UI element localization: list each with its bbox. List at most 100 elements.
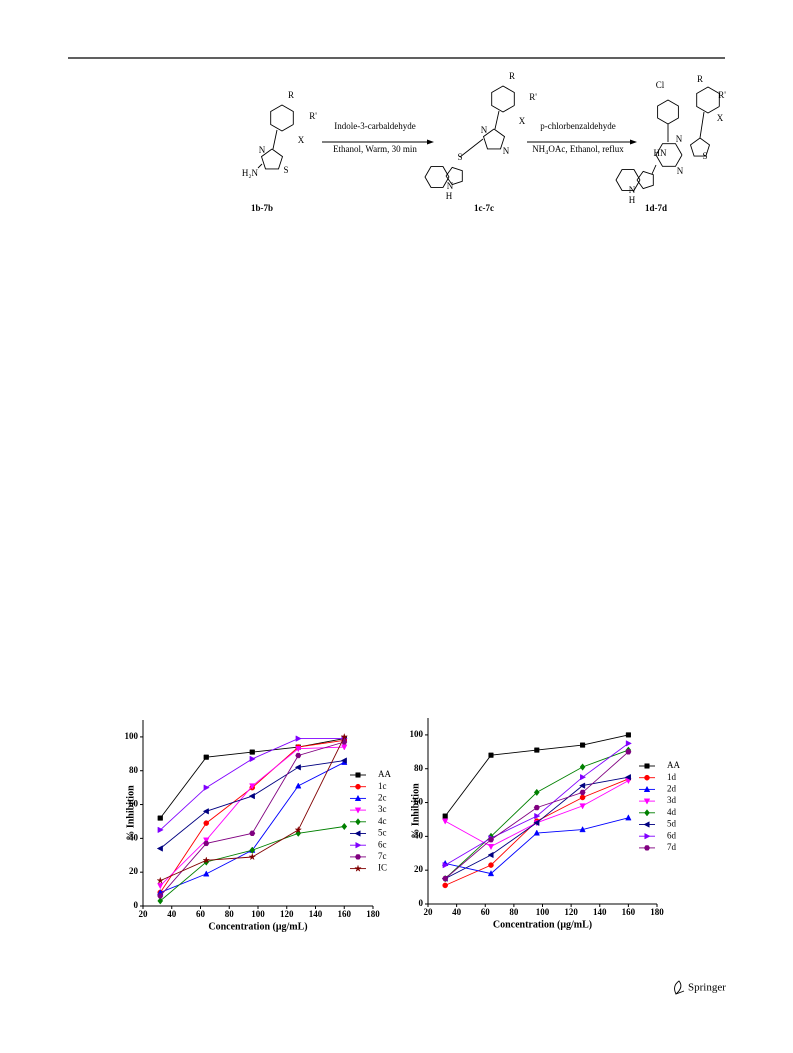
- marker: [249, 783, 256, 790]
- marker: [157, 897, 164, 905]
- x-tick-label: 120: [280, 909, 294, 919]
- series-line: [160, 826, 345, 902]
- y-tick-label: 20: [414, 864, 424, 874]
- legend-label: 4c: [378, 816, 387, 826]
- compound-label: 1c-7c: [474, 203, 494, 213]
- bond: [696, 86, 720, 114]
- bond: [272, 129, 278, 150]
- bond: [424, 166, 450, 188]
- atom-label: S: [457, 152, 462, 162]
- bond: [482, 128, 506, 150]
- series-line: [159, 741, 345, 897]
- marker: [579, 789, 586, 796]
- legend-marker: [644, 832, 651, 840]
- legend-label: 3d: [667, 795, 677, 805]
- marker: [579, 763, 586, 771]
- marker: [156, 845, 163, 852]
- x-tick-label: 40: [167, 909, 177, 919]
- marker: [442, 882, 448, 889]
- atom-label: R: [288, 90, 294, 100]
- bond: [636, 170, 654, 190]
- legend-marker: [354, 864, 362, 872]
- legend-marker: [644, 809, 650, 817]
- bond: [494, 110, 500, 130]
- atom-label: R': [309, 111, 317, 121]
- marker: [442, 875, 449, 882]
- marker: [203, 820, 210, 826]
- marker: [579, 794, 586, 801]
- marker: [203, 870, 210, 877]
- legend-marker: [644, 774, 650, 781]
- atom-label: S: [283, 165, 288, 175]
- reagent: Indole-3-carbaldehyde: [334, 121, 415, 131]
- legend-label: 6d: [667, 830, 677, 840]
- marker: [579, 803, 586, 810]
- y-tick-label: 100: [410, 729, 424, 739]
- marker: [534, 747, 540, 753]
- atom-label: X: [717, 113, 724, 123]
- legend-label: 4d: [667, 807, 677, 817]
- marker: [340, 732, 349, 741]
- x-tick-label: 80: [509, 907, 519, 917]
- legend-label: 7d: [667, 842, 677, 852]
- legend-marker: [643, 845, 651, 851]
- marker: [203, 837, 210, 844]
- marker: [625, 814, 632, 821]
- y-tick-label: 0: [419, 898, 424, 908]
- bond: [491, 85, 515, 113]
- x-tick-label: 20: [424, 907, 434, 917]
- marker: [248, 792, 255, 800]
- marker: [487, 843, 495, 851]
- legend-marker: [355, 772, 361, 778]
- bond: [615, 169, 641, 191]
- marker: [203, 754, 209, 760]
- marker: [580, 742, 586, 748]
- legend-label: 6c: [378, 839, 387, 849]
- atom-label: R: [509, 71, 515, 81]
- marker: [625, 749, 632, 755]
- legend-marker: [643, 798, 651, 805]
- marker: [249, 755, 256, 763]
- marker: [249, 749, 255, 755]
- marker: [340, 757, 347, 764]
- atom-label: N: [481, 125, 488, 135]
- x-axis-label: Concentration (μg/mL): [493, 919, 592, 930]
- bond: [257, 163, 263, 169]
- y-tick-label: 60: [414, 797, 424, 807]
- x-tick-label: 120: [564, 907, 578, 917]
- x-tick-label: 20: [139, 909, 149, 919]
- legend-marker: [354, 794, 362, 801]
- atom-label: HN: [654, 148, 667, 158]
- x-tick-label: 140: [309, 909, 323, 919]
- atom-label: N: [676, 134, 683, 144]
- legend-marker: [354, 830, 361, 837]
- marker: [341, 822, 348, 831]
- marker: [295, 752, 302, 759]
- marker: [157, 826, 164, 834]
- marker: [157, 883, 164, 890]
- marker: [487, 837, 494, 843]
- legend-marker: [643, 785, 651, 792]
- marker: [488, 752, 494, 758]
- series-line: [444, 743, 629, 866]
- compound-label: 1d-7d: [645, 203, 667, 213]
- legend-label: 2d: [667, 783, 677, 793]
- bond: [459, 138, 484, 158]
- atom-label: N: [503, 146, 510, 156]
- atom-label: X: [519, 116, 526, 126]
- y-tick-label: 0: [134, 900, 139, 910]
- marker: [203, 784, 210, 791]
- conditions: Ethanol, Warm, 30 min: [333, 144, 417, 154]
- x-tick-label: 160: [622, 907, 636, 917]
- y-tick-label: 80: [414, 763, 424, 773]
- marker: [533, 819, 540, 827]
- legend-label: IC: [378, 863, 387, 873]
- y-tick-label: 20: [129, 866, 139, 876]
- marker: [295, 735, 302, 742]
- y-tick-label: 40: [129, 832, 139, 842]
- marker: [157, 815, 163, 821]
- y-axis-label: % Inhibition: [410, 783, 421, 839]
- compound-label: 1b-7b: [251, 203, 273, 213]
- bond: [445, 166, 463, 186]
- y-tick-label: 60: [129, 799, 139, 809]
